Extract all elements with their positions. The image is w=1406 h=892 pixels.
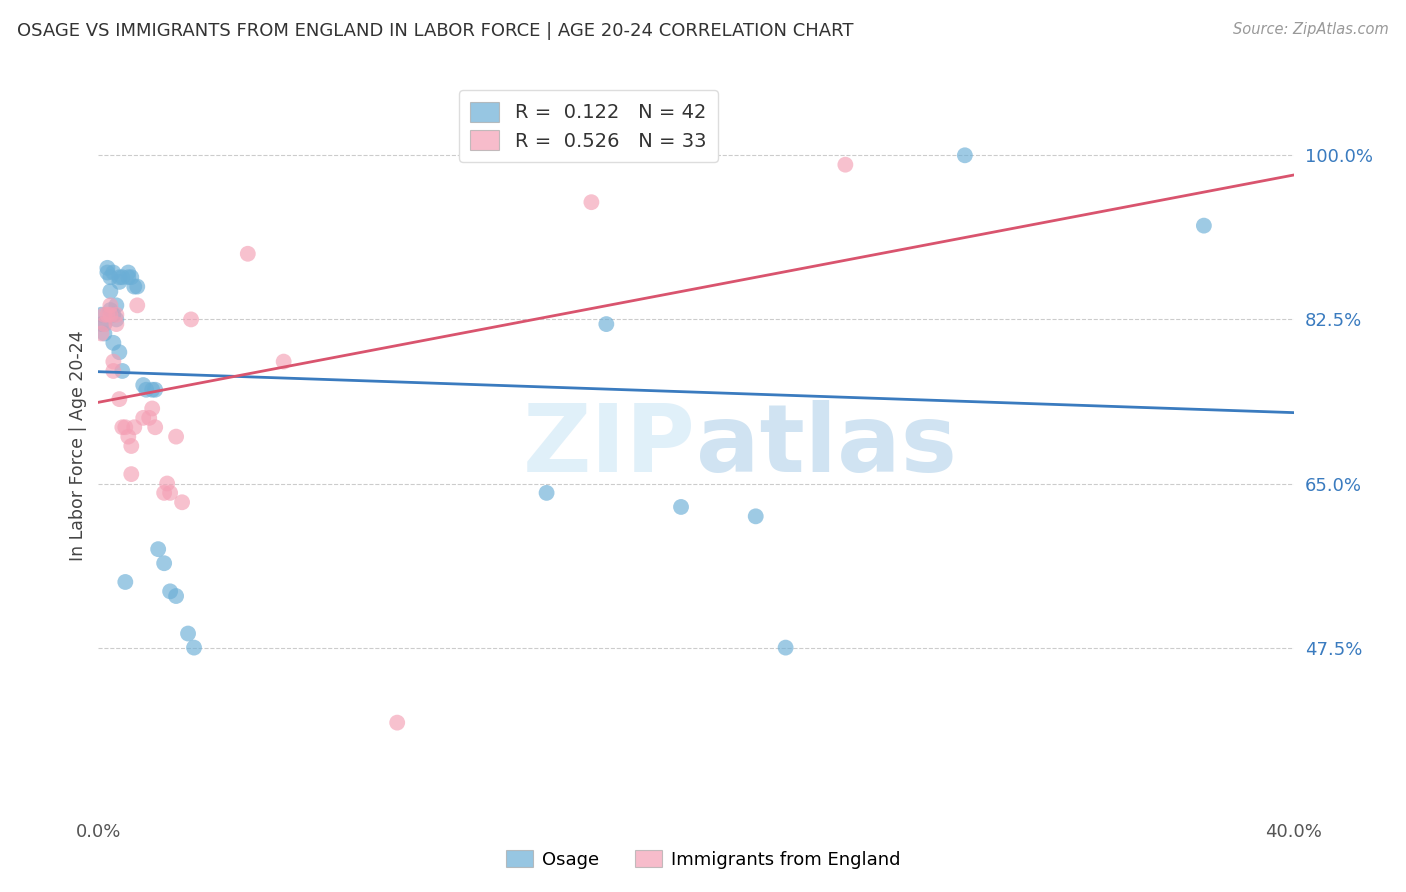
Point <box>105 298 128 312</box>
Point <box>108 270 131 285</box>
Point <box>120 467 142 482</box>
Point <box>385 715 409 730</box>
Point <box>124 279 146 293</box>
Point <box>120 439 142 453</box>
Point <box>93 308 115 322</box>
Point <box>96 260 118 275</box>
Point <box>117 270 139 285</box>
Point <box>105 317 128 331</box>
Point <box>98 303 122 318</box>
Point <box>96 266 118 280</box>
Point <box>98 270 122 285</box>
Point <box>135 383 157 397</box>
Point <box>103 364 125 378</box>
Point <box>1192 219 1215 233</box>
Point <box>93 317 115 331</box>
Point <box>117 429 139 443</box>
Point <box>117 266 139 280</box>
Point <box>108 345 131 359</box>
Point <box>148 542 170 557</box>
Point <box>114 574 136 589</box>
Point <box>834 158 856 172</box>
Point <box>159 584 181 599</box>
Point <box>90 308 112 322</box>
Point <box>98 308 122 322</box>
Point <box>93 317 115 331</box>
Text: Source: ZipAtlas.com: Source: ZipAtlas.com <box>1233 22 1389 37</box>
Point <box>111 420 134 434</box>
Point <box>120 270 142 285</box>
Point <box>98 298 122 312</box>
Point <box>165 429 187 443</box>
Point <box>775 640 797 655</box>
Point <box>953 148 976 162</box>
Point <box>111 364 134 378</box>
Point <box>143 420 166 434</box>
Text: atlas: atlas <box>696 400 957 492</box>
Text: OSAGE VS IMMIGRANTS FROM ENGLAND IN LABOR FORCE | AGE 20-24 CORRELATION CHART: OSAGE VS IMMIGRANTS FROM ENGLAND IN LABO… <box>17 22 853 40</box>
Point <box>108 392 131 406</box>
Point <box>159 486 181 500</box>
Point <box>138 410 160 425</box>
Point <box>273 354 295 368</box>
Point <box>153 486 176 500</box>
Legend: R =  0.122   N = 42, R =  0.526   N = 33: R = 0.122 N = 42, R = 0.526 N = 33 <box>458 90 718 162</box>
Point <box>132 378 155 392</box>
Point <box>669 500 692 514</box>
Point <box>236 246 259 260</box>
Point <box>93 326 115 341</box>
Point <box>103 266 125 280</box>
Point <box>141 383 163 397</box>
Point <box>180 312 202 326</box>
Point <box>165 589 187 603</box>
Point <box>103 354 125 368</box>
Point <box>90 326 112 341</box>
Point <box>581 195 603 210</box>
Y-axis label: In Labor Force | Age 20-24: In Labor Force | Age 20-24 <box>69 331 87 561</box>
Point <box>105 312 128 326</box>
Legend: Osage, Immigrants from England: Osage, Immigrants from England <box>498 843 908 876</box>
Point <box>124 420 146 434</box>
Point <box>114 420 136 434</box>
Point <box>103 308 125 322</box>
Point <box>127 279 149 293</box>
Point <box>141 401 163 416</box>
Point <box>105 308 128 322</box>
Point <box>98 285 122 299</box>
Text: ZIP: ZIP <box>523 400 696 492</box>
Point <box>132 410 155 425</box>
Point <box>108 275 131 289</box>
Point <box>143 383 166 397</box>
Point <box>595 317 617 331</box>
Point <box>111 270 134 285</box>
Point <box>177 626 200 640</box>
Point <box>536 486 558 500</box>
Point <box>172 495 194 509</box>
Point <box>127 298 149 312</box>
Point <box>183 640 205 655</box>
Point <box>103 335 125 350</box>
Point <box>745 509 768 524</box>
Point <box>96 308 118 322</box>
Point <box>153 556 176 570</box>
Point <box>156 476 179 491</box>
Point <box>90 317 112 331</box>
